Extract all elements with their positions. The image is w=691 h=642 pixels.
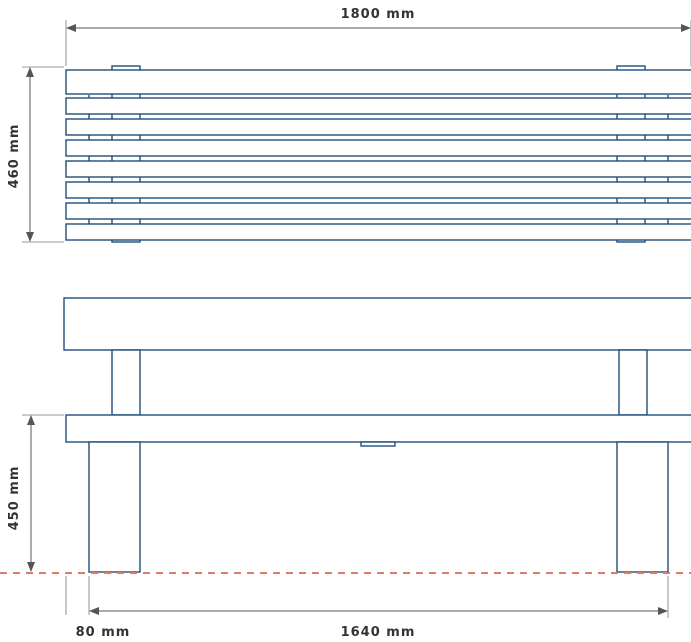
front-view-leg-left xyxy=(88,441,141,573)
leg-spacing-dimension: 1640 mm xyxy=(89,576,669,640)
depth-dimension: 460 mm xyxy=(7,66,64,243)
top-view-seat-slat xyxy=(65,202,691,220)
front-view-backrest xyxy=(63,297,691,351)
top-view xyxy=(65,65,691,243)
top-view-seat-slat xyxy=(65,160,691,178)
leg-width-dimension: 80 mm xyxy=(65,576,131,640)
front-view-leg-right xyxy=(616,441,669,573)
depth-label: 460 mm xyxy=(7,124,22,189)
top-view-seat-slat xyxy=(65,223,691,241)
top-view-backrest-slat xyxy=(65,69,691,95)
leg-width-label: 80 mm xyxy=(76,625,131,640)
leg-spacing-label: 1640 mm xyxy=(341,625,416,640)
front-view xyxy=(63,297,691,573)
seat-height-label: 450 mm xyxy=(7,466,22,531)
top-view-seat-slat xyxy=(65,181,691,199)
length-dimension: 1800 mm xyxy=(65,7,691,66)
length-label: 1800 mm xyxy=(341,7,416,22)
front-view-back-support-left xyxy=(111,349,141,416)
front-view-back-support-right xyxy=(618,349,648,416)
top-view-seat-slat xyxy=(65,97,691,115)
top-view-seat-slat xyxy=(65,118,691,136)
seat-height-dimension: 450 mm xyxy=(7,414,64,572)
front-view-seat xyxy=(65,414,691,443)
top-view-seat-slat xyxy=(65,139,691,157)
front-view-center-bracket xyxy=(360,441,396,447)
